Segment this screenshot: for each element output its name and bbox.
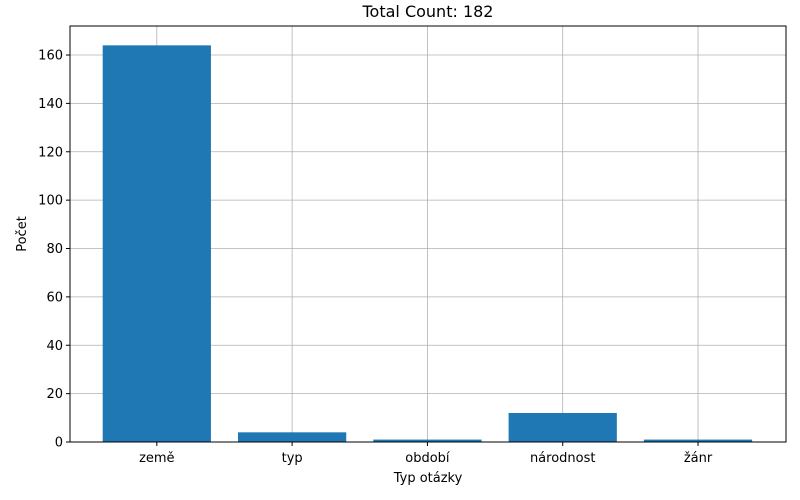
y-tick-label: 20 [46, 387, 63, 402]
bars [102, 45, 753, 442]
y-tick-label: 60 [46, 290, 63, 305]
x-axis-ticks: země typ období národnost žánr [139, 442, 713, 466]
y-tick-label: 80 [46, 242, 63, 257]
x-axis-label: Typ otázky [393, 471, 463, 486]
y-tick-label: 120 [38, 145, 63, 160]
x-tick-label: období [405, 451, 450, 466]
bar-období [373, 439, 482, 442]
y-tick-label: 40 [46, 339, 63, 354]
bar-národnost [508, 412, 617, 442]
x-tick-label: typ [282, 451, 303, 466]
plot-frame [69, 25, 787, 443]
bar-žánr [643, 439, 753, 442]
y-tick-label: 140 [38, 97, 63, 112]
x-tick-label: žánr [684, 451, 713, 466]
x-tick-label: země [139, 451, 174, 466]
y-tick-label: 160 [38, 49, 63, 64]
y-axis-ticks: 0 20 40 60 80 100 120 140 160 [38, 49, 70, 451]
y-tick-label: 100 [38, 194, 63, 209]
x-tick-label: národnost [530, 451, 596, 466]
y-axis-label: Počet [15, 216, 30, 252]
bar-země [102, 45, 211, 442]
chart-title: Total Count: 182 [362, 2, 494, 21]
y-tick-label: 0 [55, 436, 63, 451]
bar-typ [238, 432, 347, 442]
